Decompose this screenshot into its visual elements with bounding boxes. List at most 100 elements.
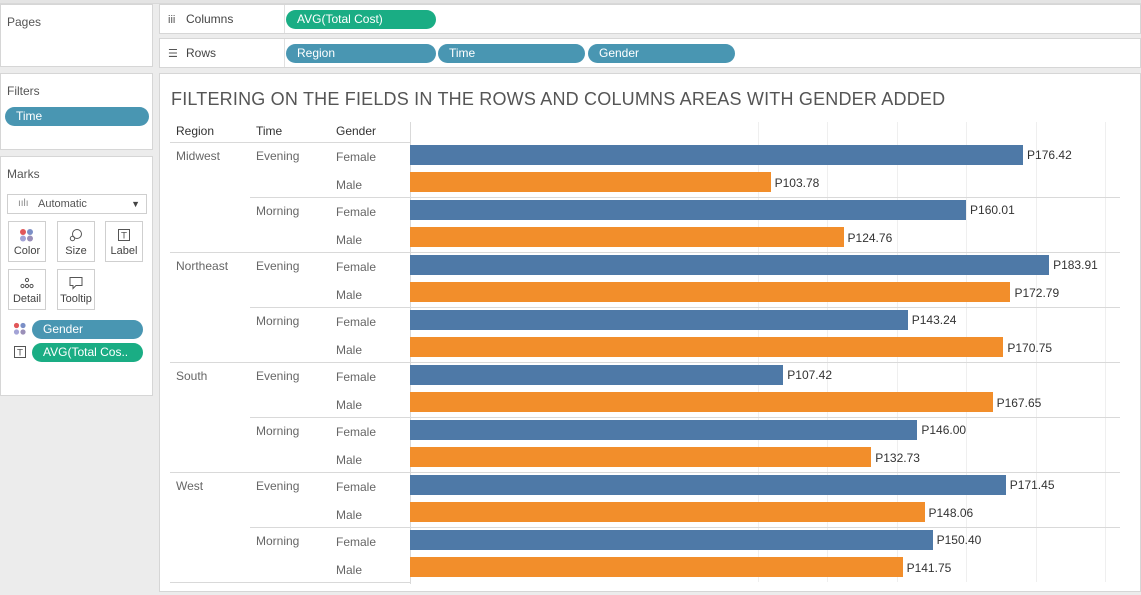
rows-pill-gender[interactable]: Gender — [588, 44, 735, 63]
bar — [410, 557, 903, 577]
rows-shelf: ☰ Rows Region Time Gender — [159, 38, 1141, 68]
bar — [410, 282, 1011, 302]
color-button-label: Color — [13, 245, 41, 257]
color-dots-icon — [9, 228, 45, 242]
columns-icon: iii — [168, 14, 176, 26]
chart-title: FILTERING ON THE FIELDS IN THE ROWS AND … — [171, 89, 946, 109]
time-separator — [250, 527, 1120, 528]
mark-type-dropdown[interactable]: ıılı Automatic ▼ — [7, 194, 147, 214]
bar-value-label: P167.65 — [996, 395, 1042, 410]
bar-value-label: P124.76 — [847, 230, 893, 245]
bar-value-label: P183.91 — [1053, 258, 1098, 272]
bar-value-label: P172.79 — [1014, 285, 1060, 300]
bar-value-label: P146.00 — [921, 423, 967, 437]
bar — [410, 199, 967, 220]
svg-text:T: T — [120, 232, 127, 242]
time-label: Morning — [256, 204, 300, 218]
pages-title: Pages — [7, 15, 42, 29]
label-icon: T — [106, 228, 142, 242]
region-separator — [170, 252, 1120, 253]
filter-pill-time[interactable]: Time — [5, 107, 149, 126]
gender-label: Female — [336, 535, 377, 549]
region-label: Northeast — [176, 259, 229, 273]
label-button[interactable]: T Label — [105, 221, 143, 262]
gender-label: Male — [336, 452, 363, 467]
mark-type-value: Automatic — [38, 198, 87, 210]
bar — [410, 529, 933, 550]
marks-gender-pill[interactable]: Gender — [32, 320, 143, 339]
bar — [410, 419, 918, 440]
time-label: Evening — [256, 259, 300, 273]
header-time: Time — [256, 124, 283, 138]
header-separator — [170, 142, 410, 143]
color-button[interactable]: Color — [8, 221, 46, 262]
header-gender: Gender — [336, 124, 377, 138]
rows-icon: ☰ — [168, 48, 178, 60]
table-bottom-line — [170, 582, 410, 583]
size-button[interactable]: Size — [57, 221, 95, 262]
bar — [410, 254, 1050, 275]
marks-title: Marks — [7, 167, 40, 181]
gender-label: Female — [336, 150, 377, 164]
bar — [410, 447, 872, 467]
gridline — [1105, 122, 1106, 582]
gender-label: Female — [336, 205, 377, 219]
label-icon: T — [13, 345, 27, 359]
filters-title: Filters — [7, 84, 40, 98]
bar — [410, 309, 908, 330]
columns-pill-avg-total-cost[interactable]: AVG(Total Cost) — [286, 10, 436, 29]
view-panel: FILTERING ON THE FIELDS IN THE ROWS AND … — [159, 73, 1141, 592]
size-icon — [58, 228, 94, 242]
time-label: Evening — [256, 479, 300, 493]
svg-text:T: T — [16, 349, 23, 359]
color-dots-icon — [13, 322, 27, 336]
gender-label: Female — [336, 260, 377, 274]
region-separator — [170, 472, 1120, 473]
gender-label: Female — [336, 425, 377, 439]
bar — [410, 227, 844, 247]
detail-button-label: Detail — [12, 293, 42, 305]
columns-shelf-label: iii Columns — [168, 6, 233, 33]
bar — [410, 337, 1004, 357]
bar-value-label: P170.75 — [1007, 340, 1053, 355]
gender-label: Male — [336, 177, 363, 192]
bar — [410, 144, 1024, 165]
gender-label: Female — [336, 370, 377, 384]
bar-value-label: P141.75 — [906, 560, 952, 575]
marks-avg-total-cost-pill[interactable]: AVG(Total Cos.. — [32, 343, 143, 362]
time-label: Morning — [256, 424, 300, 438]
rows-pill-region[interactable]: Region — [286, 44, 436, 63]
size-button-label: Size — [65, 245, 87, 257]
bar — [410, 364, 784, 385]
header-region: Region — [176, 124, 215, 138]
detail-button[interactable]: Detail — [8, 269, 46, 310]
bar-value-label: P148.06 — [928, 505, 974, 520]
bar — [410, 474, 1006, 495]
columns-shelf: iii Columns AVG(Total Cost) — [159, 4, 1141, 34]
detail-icon — [9, 276, 45, 290]
time-label: Morning — [256, 534, 300, 548]
bar — [410, 172, 771, 192]
gender-label: Female — [336, 480, 377, 494]
pages-card: Pages — [0, 4, 153, 67]
bar-value-label: P176.42 — [1027, 148, 1072, 162]
bar — [410, 502, 925, 522]
region-label: Midwest — [176, 149, 221, 163]
rows-pill-time[interactable]: Time — [438, 44, 585, 63]
bar-value-label: P150.40 — [936, 533, 982, 547]
gridline — [1035, 122, 1037, 582]
bar — [410, 392, 993, 412]
gender-label: Male — [336, 287, 363, 302]
bar-value-label: P103.78 — [774, 175, 820, 190]
bar-value-label: P160.01 — [970, 203, 1015, 217]
bar-chart-icon: ıılı — [18, 198, 29, 209]
time-label: Evening — [256, 149, 300, 163]
label-button-label: Label — [110, 245, 138, 257]
time-separator — [250, 197, 1120, 198]
tooltip-button[interactable]: Tooltip — [57, 269, 95, 310]
region-label: West — [176, 479, 204, 493]
marks-card: Marks ıılı Automatic ▼ Color Size T Labe… — [0, 156, 153, 396]
chevron-down-icon: ▼ — [131, 199, 140, 209]
gender-label: Female — [336, 315, 377, 329]
gender-label: Male — [336, 562, 363, 577]
